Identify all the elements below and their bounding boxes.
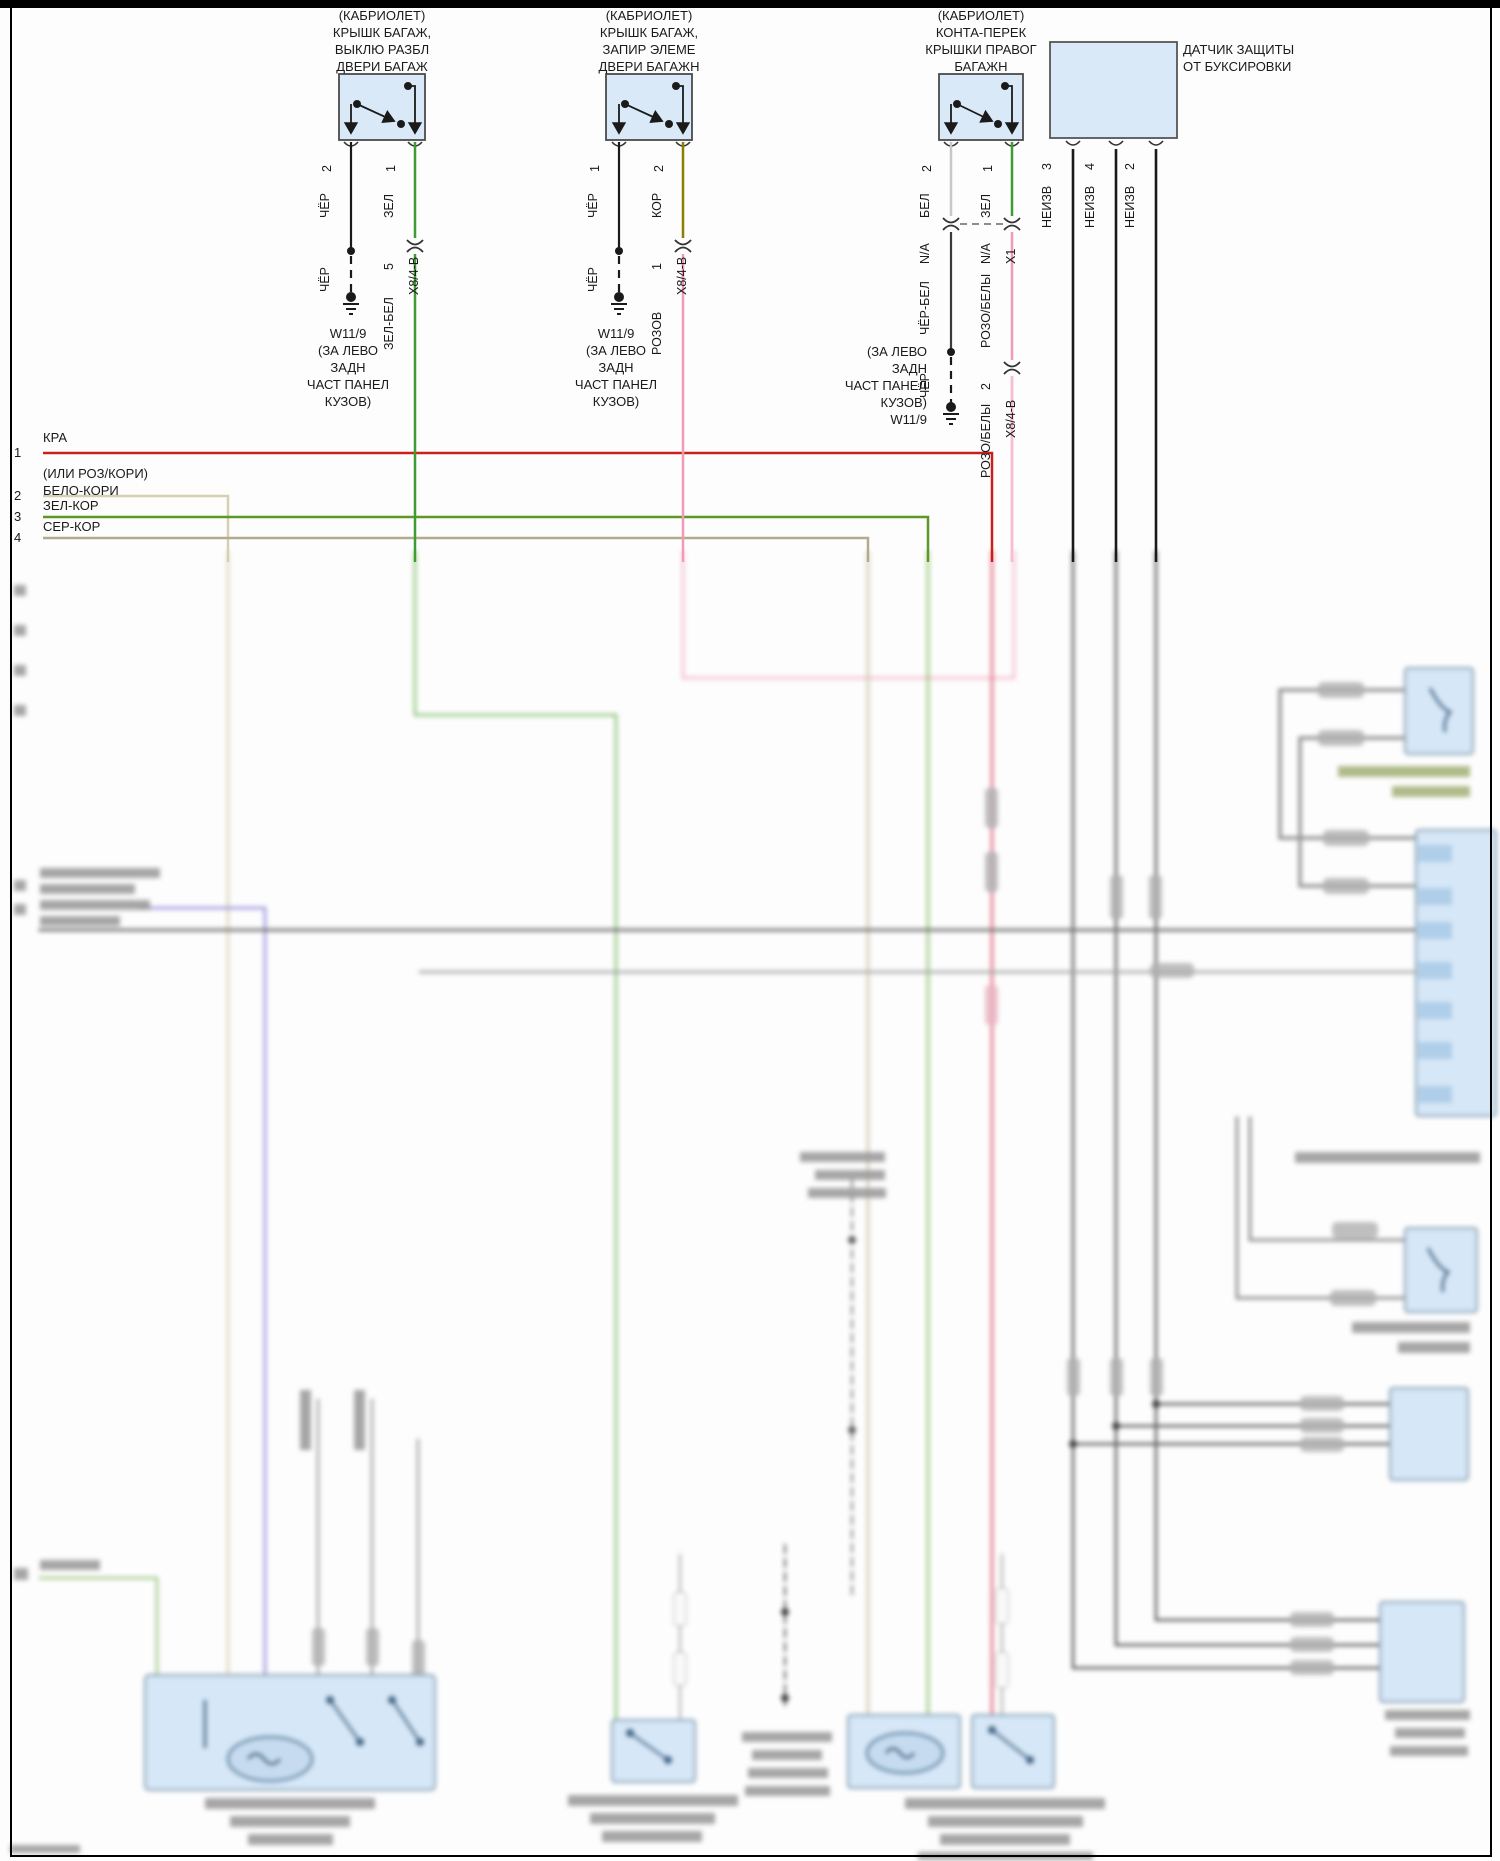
wire-belo-kori [43,494,230,562]
ground-symbol [343,292,359,315]
switch1-title-line1: (КАБРИОЛЕТ) [338,8,426,23]
switch3-connL-pin: N/A [918,243,932,264]
bus-row3-label: ЗЕЛ-КОР [43,498,99,513]
switch3-wire-left2-label: ЧЁР-БЕЛ [918,281,932,335]
switch3-connR-name: X1 [1004,248,1018,264]
switch1-connector-pin: 5 [382,263,396,270]
tow-sensor-pin3: 2 [1123,163,1137,170]
tow-sensor-title-line2: ОТ БУКСИРОВКИ [1183,59,1292,74]
bus-row2-label-b: БЕЛО-КОРИ [43,483,119,498]
switch2-ground-loc4: КУЗОВ) [592,394,640,409]
switch3-pin-right: 1 [981,165,995,172]
wire-left-bottom [38,1576,159,1677]
switch1-ground-loc1: (ЗА ЛЕВО [317,343,379,358]
switch2-wire-right-label: КОР [650,192,664,218]
switch3-ground-name: W11/9 [890,412,927,427]
tow-sensor-wire2-label: НЕИЗВ [1083,185,1097,228]
wire-zel-kor [43,515,930,562]
border-bottom [10,1855,1492,1857]
switch2-wire-left2-label: ЧЁР [586,266,600,292]
switch3-title-line2: КОНТА-ПЕРЕК [935,25,1027,40]
switch3-ground-loc2: ЗАДН [891,361,927,376]
switch1-wire-left2-label: ЧЁР [318,266,332,292]
switch2-pin-right: 2 [652,165,666,172]
switch3-ground-loc4: КУЗОВ) [880,395,927,410]
bus-row1-number: 1 [14,445,22,460]
switch3-wire-left-label: БЕЛ [918,193,932,218]
switch1 [338,73,426,562]
switch2-title-line4: ДВЕРИ БАГАЖН [598,59,700,74]
switch2-title-line2: КРЫШК БАГАЖ, [599,25,699,40]
switch1-title-line4: ДВЕРИ БАГАЖ [336,59,428,74]
switch2-connector-pin: 1 [650,263,664,270]
switch3-ground-loc1: (ЗА ЛЕВО [866,344,927,359]
switch3-pin-left: 2 [920,165,934,172]
switch3-x8-pin: 2 [979,383,993,390]
switch1-pin-right: 1 [384,165,398,172]
connector-blobs [312,682,1378,1689]
switch1-ground-loc3: ЧАСТ ПАНЕЛ [306,377,390,392]
box-glyphs [203,687,1453,1783]
tow-sensor-pin2: 4 [1083,163,1097,170]
border-left [10,8,12,1857]
bus-row2-label-a: (ИЛИ РОЗ/КОРИ) [43,466,149,481]
switch3 [938,73,1024,562]
switch3-wire-right3-label: РОЗО/БЕЛЫ [979,403,993,478]
left-bus-wires [43,451,994,562]
switch3-wire-right2-label: РОЗО/БЕЛЫ [979,273,993,348]
border-top [0,0,1500,8]
glyph-dots [326,1696,1034,1764]
switch3-x8-name: X8/4-B [1004,399,1018,438]
bus-row1-label: КРА [43,430,68,445]
switch1-title-line2: КРЫШК БАГАЖ, [332,25,432,40]
tow-sensor-wire3-label: НЕИЗВ [1123,185,1137,228]
bus-row3-number: 3 [14,509,22,524]
switch1-ground-loc4: КУЗОВ) [324,394,372,409]
switch2-ground-loc1: (ЗА ЛЕВО [585,343,647,358]
switch1-wire-left-label: ЧЁР [318,192,332,218]
bus-row2-number: 2 [14,488,22,503]
blurred-text [10,585,1480,1860]
bus-row4-number: 4 [14,530,22,545]
switch1-wire-right-label: ЗЕЛ [382,193,396,218]
tow-sensor [1049,41,1178,562]
wire-ser-kor [43,536,870,562]
tow-sensor-pin1: 3 [1040,163,1054,170]
border-right [1490,8,1492,1857]
switch2 [605,73,693,562]
switch1-connector-name: X8/4-B [407,256,421,295]
switch2-ground-name: W11/9 [597,326,635,341]
switch3-title-line1: (КАБРИОЛЕТ) [937,8,1025,23]
switch1-pin-left: 2 [320,165,334,172]
switch2-ground-loc3: ЧАСТ ПАНЕЛ [574,377,658,392]
switch1-ground-name: W11/9 [329,326,367,341]
switch1-title-line3: ВЫКЛЮ РАЗБЛ [334,42,430,57]
switch3-title-line3: КРЫШКИ ПРАВОГ [925,42,1037,57]
switch2-wire-left-label: ЧЁР [586,192,600,218]
wire-purple [138,906,267,1677]
tow-sensor-wire1-label: НЕИЗВ [1040,185,1054,228]
wire-pink-link [681,550,1016,680]
switch2-ground-loc2: ЗАДН [598,360,634,375]
pin-tabs [1418,845,1452,1103]
switch3-title-line4: БАГАЖН [954,59,1008,74]
switch2-title-line3: ЗАПИР ЭЛЕМЕ [602,42,696,57]
switch2-title-line1: (КАБРИОЛЕТ) [605,8,693,23]
switch2-connector-name: X8/4-B [675,256,689,295]
bus-row4-label: СЕР-КОР [43,519,101,534]
switch3-wire-right-label: ЗЕЛ [979,193,993,218]
component-boxes [144,667,1497,1791]
wire-green-white [413,550,618,1724]
ground-symbol [943,402,959,425]
ground-symbol [611,292,627,315]
tow-sensor-title-line1: ДАТЧИК ЗАЩИТЫ [1183,42,1295,57]
switch1-ground-loc2: ЗАДН [330,360,366,375]
switch3-ground-loc3: ЧАСТ ПАНЕЛ [844,378,927,393]
switch2-pin-left: 1 [588,165,602,172]
switch3-connR-pin: N/A [979,243,993,264]
wire-kra-red [43,451,994,562]
